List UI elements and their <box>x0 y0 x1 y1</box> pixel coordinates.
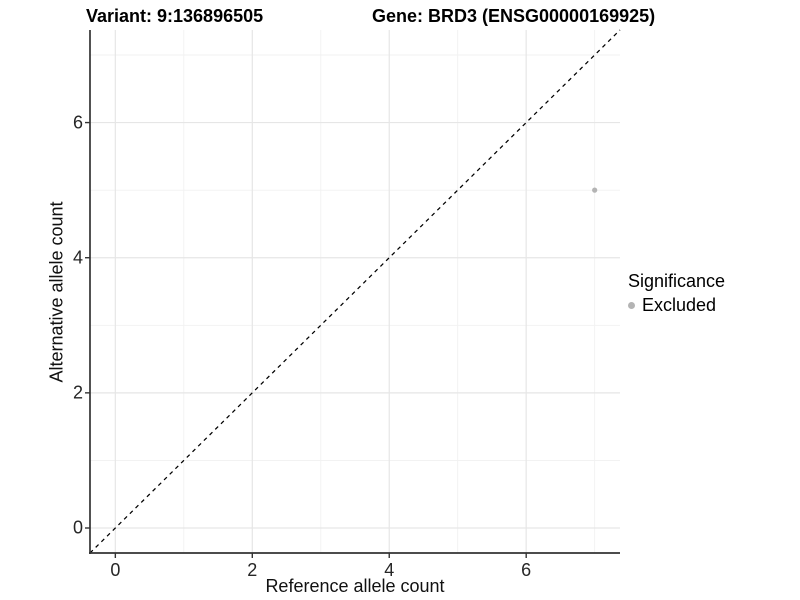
y-tick-label: 0 <box>72 517 83 538</box>
gene-title: Gene: BRD3 (ENSG00000169925) <box>372 6 656 26</box>
y-axis-title: Alternative allele count <box>46 201 67 383</box>
legend-title: Significance <box>628 271 726 291</box>
x-tick-label: 2 <box>247 560 258 580</box>
y-tick-label: 6 <box>72 112 83 133</box>
legend: Significance Excluded <box>628 271 725 316</box>
legend-item-label: Excluded <box>642 295 717 315</box>
variant-title: Variant: 9:136896505 <box>86 6 264 26</box>
data-point <box>592 187 598 193</box>
y-tick-label: 4 <box>72 247 83 268</box>
x-axis-title: Reference allele count <box>265 576 445 596</box>
legend-point-icon <box>628 302 635 309</box>
x-tick-label: 6 <box>521 560 532 580</box>
identity-line <box>89 29 621 554</box>
legend-item-excluded: Excluded <box>628 295 725 316</box>
x-tick-label: 4 <box>384 560 395 580</box>
x-tick-label: 0 <box>110 560 121 580</box>
y-tick-label: 2 <box>72 382 83 403</box>
